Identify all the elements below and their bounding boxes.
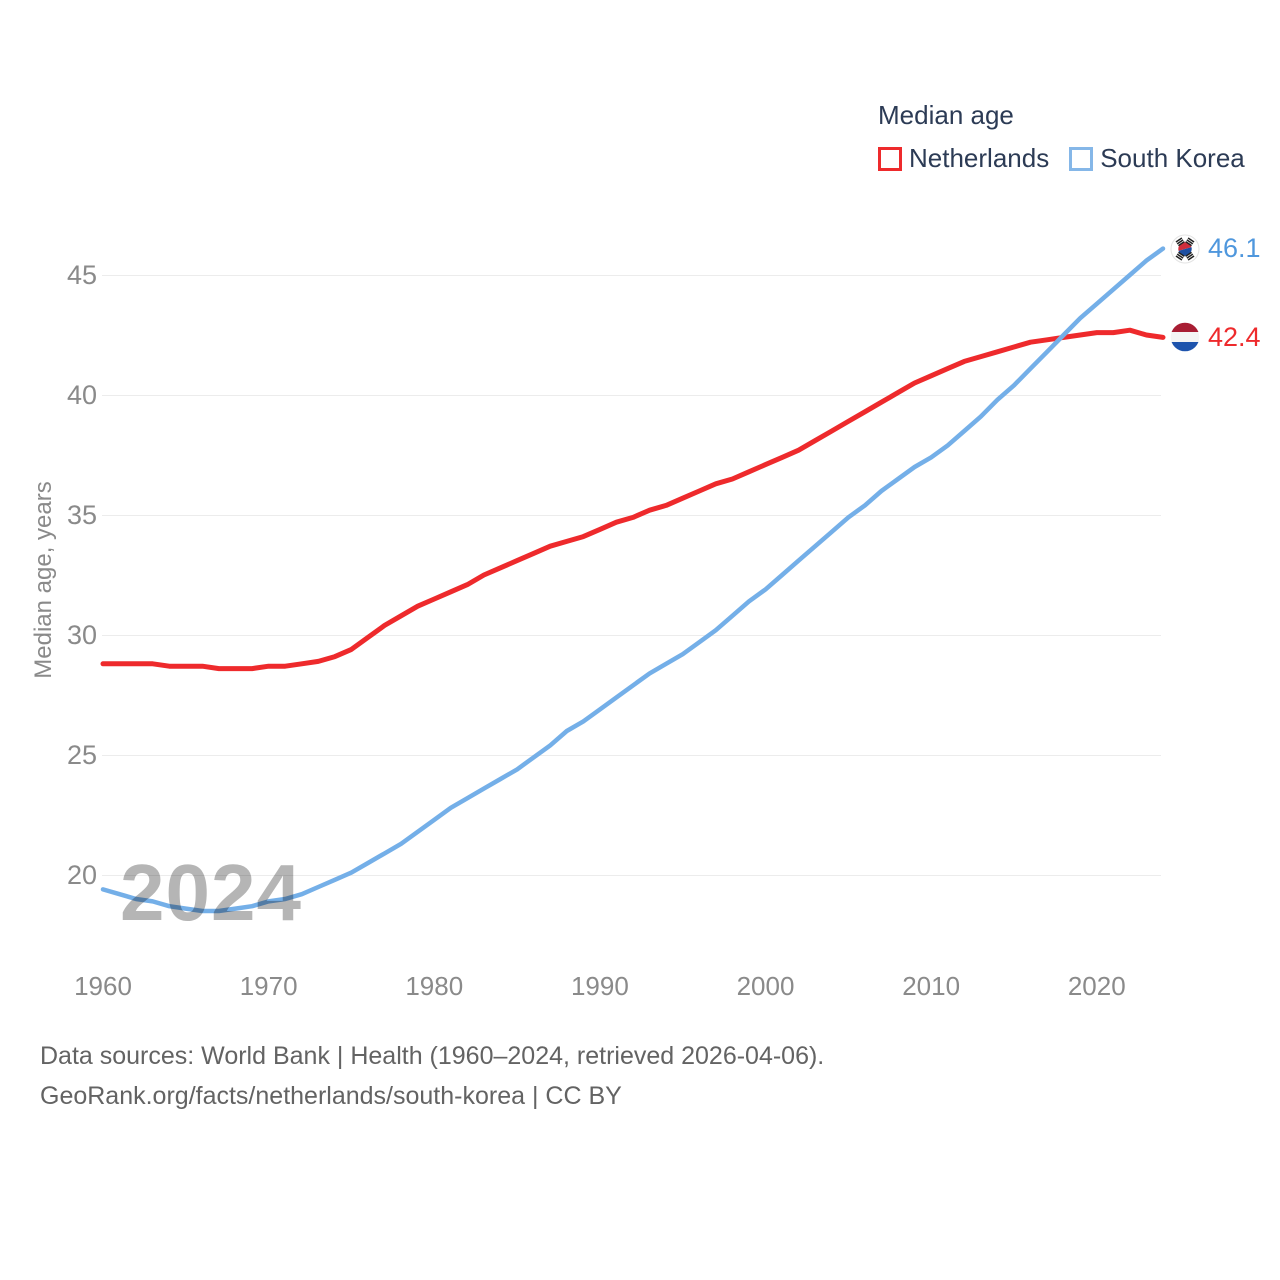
y-tick-25: 25 [66,740,97,770]
footer-link: GeoRank.org/facts/netherlands/south-kore… [40,1082,622,1110]
legend-item-south-korea[interactable]: South Korea [1069,143,1245,174]
x-tick-1970: 1970 [239,971,298,1001]
gridline-45 [102,275,1161,276]
x-tick-1980: 1980 [405,971,464,1001]
gridline-40 [102,395,1161,396]
south-korea-swatch-icon [1069,146,1094,171]
end-label-netherlands: 42.4 [1170,322,1261,352]
footer: Data sources: World Bank | Health (1960–… [40,1036,824,1116]
south-korea-flag-icon [1170,234,1200,264]
series-netherlands-line [100,327,1166,672]
x-tick-1960: 1960 [74,971,132,1001]
watermark-year: 2024 [120,848,302,937]
y-tick-40: 40 [66,380,97,410]
series-south-korea-line [100,246,1166,914]
y-tick-45: 45 [66,260,97,290]
x-tick-2010: 2010 [902,971,961,1001]
y-tick-20: 20 [66,860,97,890]
legend-label: South Korea [1100,143,1245,173]
legend-label: Netherlands [909,143,1050,173]
gridline-30 [102,635,1161,636]
legend-title: Median age [878,100,1014,130]
end-label-south-korea: 46.1 [1170,233,1261,264]
legend-item-netherlands[interactable]: Netherlands [878,143,1049,174]
y-tick-35: 35 [66,500,97,530]
x-tick-2020: 2020 [1067,971,1126,1001]
x-tick-2000: 2000 [736,971,795,1001]
gridline-20 [102,875,1161,876]
end-value-south-korea: 46.1 [1208,233,1261,264]
end-value-netherlands: 42.4 [1208,321,1261,352]
x-tick-1990: 1990 [570,971,629,1001]
netherlands-swatch-icon [878,146,902,171]
gridline-25 [102,755,1161,756]
legend: Median age Netherlands South Korea [878,98,1245,174]
netherlands-flag-icon [1170,322,1200,352]
footer-sources: Data sources: World Bank | Health (1960–… [40,1042,825,1070]
legend-items: Netherlands South Korea [878,143,1245,174]
y-tick-30: 30 [66,620,97,650]
